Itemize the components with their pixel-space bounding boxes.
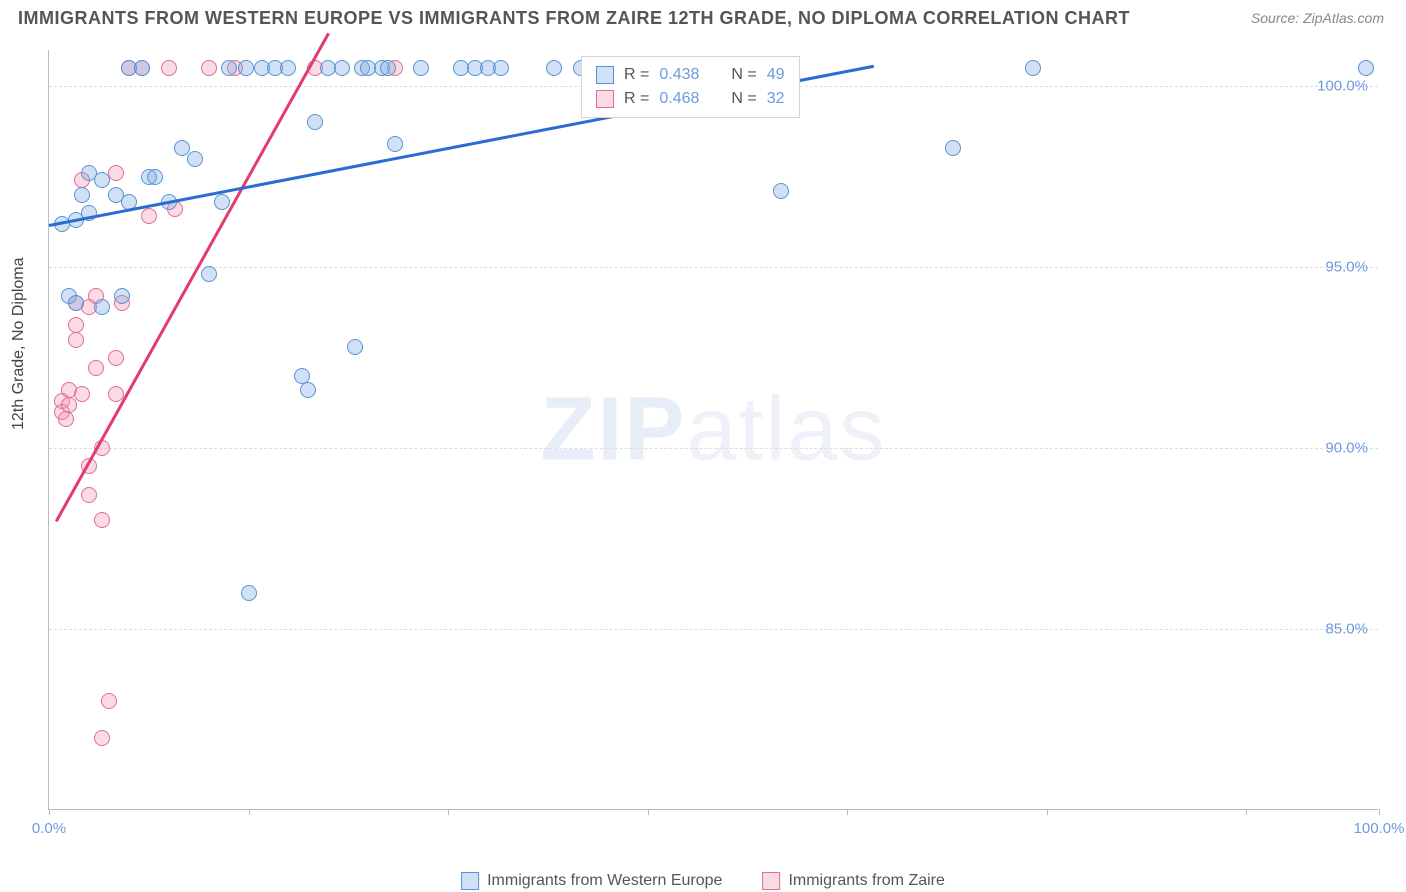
scatter-point-pink xyxy=(81,487,97,503)
scatter-point-blue xyxy=(221,60,237,76)
legend-item-pink: Immigrants from Zaire xyxy=(762,872,944,890)
y-axis-title: 12th Grade, No Diploma xyxy=(10,257,28,430)
scatter-point-pink xyxy=(94,730,110,746)
scatter-point-blue xyxy=(241,585,257,601)
scatter-point-blue xyxy=(300,382,316,398)
xtick xyxy=(1246,809,1247,815)
scatter-point-blue xyxy=(945,140,961,156)
scatter-point-pink xyxy=(61,397,77,413)
ytick-label: 85.0% xyxy=(1325,621,1368,638)
scatter-point-blue xyxy=(187,151,203,167)
scatter-point-pink xyxy=(88,360,104,376)
scatter-point-blue xyxy=(334,60,350,76)
scatter-point-blue xyxy=(147,169,163,185)
gridline xyxy=(49,448,1378,449)
scatter-point-blue xyxy=(201,266,217,282)
legend-swatch xyxy=(596,66,614,84)
scatter-point-blue xyxy=(68,295,84,311)
scatter-point-pink xyxy=(141,208,157,224)
legend-swatch-pink xyxy=(762,872,780,890)
scatter-point-blue xyxy=(1358,60,1374,76)
chart-title: IMMIGRANTS FROM WESTERN EUROPE VS IMMIGR… xyxy=(18,8,1130,29)
scatter-point-pink xyxy=(58,411,74,427)
legend-label-pink: Immigrants from Zaire xyxy=(788,872,944,890)
legend-top-row: R = 0.438 N = 49 xyxy=(596,63,785,87)
scatter-point-blue xyxy=(94,299,110,315)
scatter-point-pink xyxy=(108,350,124,366)
xtick xyxy=(448,809,449,815)
xtick xyxy=(49,809,50,815)
gridline xyxy=(49,267,1378,268)
scatter-point-pink xyxy=(201,60,217,76)
scatter-point-blue xyxy=(380,60,396,76)
source-text: Source: ZipAtlas.com xyxy=(1251,10,1384,26)
scatter-point-blue xyxy=(238,60,254,76)
legend-r-value: 0.468 xyxy=(659,90,699,108)
legend-swatch xyxy=(596,90,614,108)
legend-label-blue: Immigrants from Western Europe xyxy=(487,872,722,890)
xtick xyxy=(1379,809,1380,815)
scatter-point-blue xyxy=(114,288,130,304)
scatter-point-pink xyxy=(94,512,110,528)
xtick xyxy=(249,809,250,815)
legend-r-label: R = xyxy=(624,90,649,108)
scatter-point-pink xyxy=(68,317,84,333)
scatter-point-blue xyxy=(74,187,90,203)
watermark: ZIPatlas xyxy=(540,378,886,481)
scatter-point-pink xyxy=(74,386,90,402)
scatter-point-blue xyxy=(493,60,509,76)
xtick-label: 0.0% xyxy=(32,820,66,837)
scatter-point-blue xyxy=(134,60,150,76)
legend-n-label: N = xyxy=(731,66,756,84)
xtick-label: 100.0% xyxy=(1354,820,1405,837)
legend-top-row: R = 0.468 N = 32 xyxy=(596,87,785,111)
legend-swatch-blue xyxy=(461,872,479,890)
gridline xyxy=(49,629,1378,630)
xtick xyxy=(648,809,649,815)
scatter-point-pink xyxy=(161,60,177,76)
scatter-point-blue xyxy=(347,339,363,355)
legend-n-label: N = xyxy=(731,90,756,108)
ytick-label: 95.0% xyxy=(1325,259,1368,276)
scatter-point-blue xyxy=(94,172,110,188)
legend-bottom: Immigrants from Western Europe Immigrant… xyxy=(461,872,945,890)
legend-item-blue: Immigrants from Western Europe xyxy=(461,872,722,890)
legend-r-label: R = xyxy=(624,66,649,84)
scatter-point-blue xyxy=(546,60,562,76)
scatter-point-blue xyxy=(773,183,789,199)
xtick xyxy=(847,809,848,815)
plot-area: ZIPatlas 85.0%90.0%95.0%100.0%0.0%100.0%… xyxy=(48,50,1378,810)
scatter-point-blue xyxy=(1025,60,1041,76)
scatter-point-blue xyxy=(214,194,230,210)
ytick-label: 90.0% xyxy=(1325,440,1368,457)
legend-r-value: 0.438 xyxy=(659,66,699,84)
scatter-point-blue xyxy=(280,60,296,76)
legend-n-value: 49 xyxy=(767,66,785,84)
ytick-label: 100.0% xyxy=(1317,78,1368,95)
legend-n-value: 32 xyxy=(767,90,785,108)
scatter-point-pink xyxy=(68,332,84,348)
scatter-point-blue xyxy=(307,114,323,130)
scatter-point-blue xyxy=(413,60,429,76)
scatter-point-blue xyxy=(387,136,403,152)
xtick xyxy=(1047,809,1048,815)
scatter-point-pink xyxy=(101,693,117,709)
legend-top: R = 0.438 N = 49 R = 0.468 N = 32 xyxy=(581,56,800,118)
